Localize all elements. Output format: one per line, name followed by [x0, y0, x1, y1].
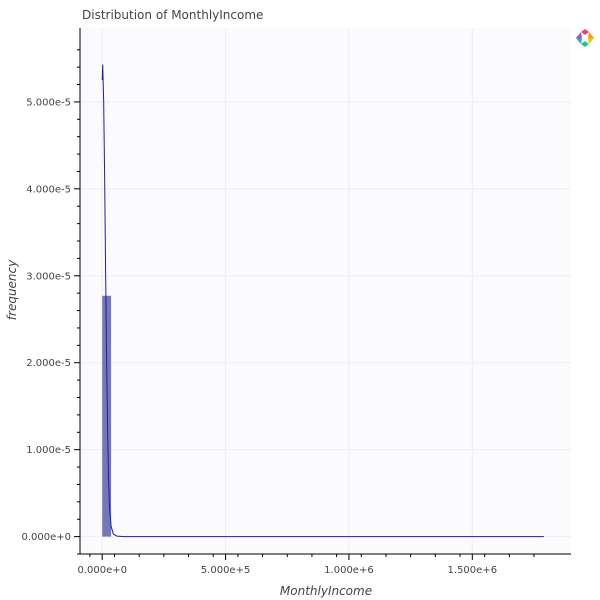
y-tick-label: 0.000e+0	[21, 532, 71, 543]
density-curve-layer	[101, 64, 544, 538]
y-tick-label: 5.000e-5	[26, 97, 71, 108]
x-tick-label: 1.000e+6	[324, 565, 374, 576]
y-tick-label: 3.000e-5	[26, 271, 71, 282]
plot-background	[80, 28, 571, 554]
y-tick-label: 1.000e-5	[26, 445, 71, 456]
grid-layer	[80, 28, 571, 554]
histogram-layer	[102, 295, 112, 537]
y-tick-label: 2.000e-5	[26, 358, 71, 369]
y-tick-label: 4.000e-5	[26, 184, 71, 195]
x-tick-label: 0.000e+0	[77, 565, 127, 576]
y-axis-label: frequency	[5, 259, 19, 320]
density-curve	[101, 64, 544, 538]
x-tick-label: 1.500e+6	[448, 565, 498, 576]
bokeh-logo-icon[interactable]	[575, 28, 595, 48]
axes-layer: 0.000e+0 5.000e+5 1.000e+6 1.500e+6 0.000e+0…	[21, 28, 571, 576]
x-axis-label: MonthlyIncome	[280, 584, 372, 598]
x-tick-label: 5.000e+5	[201, 565, 251, 576]
histogram-bar	[102, 295, 112, 537]
chart-title: Distribution of MonthlyIncome	[82, 8, 264, 22]
